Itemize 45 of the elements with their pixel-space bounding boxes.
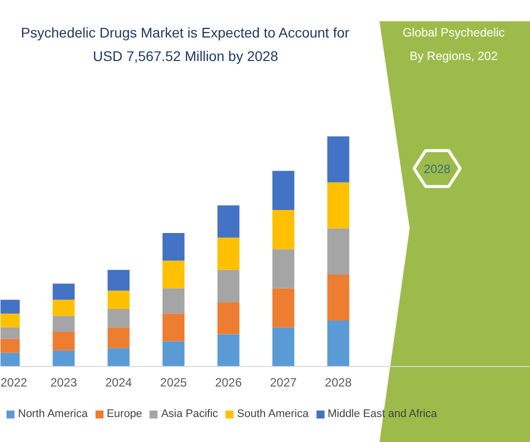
legend-label: Asia Pacific [161,408,218,420]
bar [217,205,240,238]
text: By Regions, 202 [410,48,498,63]
bar [217,270,240,302]
bar [272,249,294,288]
bar [108,270,130,291]
x-tick-label: 2026 [215,376,242,390]
bar [327,274,350,320]
bar [327,320,350,367]
bar [52,316,75,332]
x-tick-label: 2024 [105,376,132,390]
x-tick-label: 2025 [160,376,188,390]
text: 2028 [424,162,451,176]
bar [108,348,130,367]
bar [162,341,184,367]
legend-label: Europe [106,408,142,420]
legend-label: South America [237,408,309,420]
x-tick-label: 2023 [50,376,78,390]
text: Global Psychedelic [402,26,505,40]
bar [108,290,130,309]
bar [162,314,184,342]
bar [162,288,184,314]
bar [217,302,240,334]
bar [52,284,75,300]
bar [272,327,294,367]
legend-label: North America [18,408,88,420]
x-tick-label: 2022 [0,376,28,390]
bar [327,136,350,182]
bar [217,238,240,270]
bar [108,308,130,328]
bar [52,332,75,350]
bar [162,233,184,261]
bar [108,327,130,348]
bar [52,350,75,367]
x-tick-label: 2027 [270,376,298,390]
bar [52,300,75,316]
bar [217,334,240,367]
bar [327,228,350,274]
x-tick-label: 2028 [324,376,352,390]
bar [272,210,294,250]
bar [272,170,294,210]
bar [327,182,350,228]
chart-title: Psychedelic Drugs Market is Expected to Account for USD 7,567.52 Million by 2028 [20,24,350,64]
bar [162,260,184,288]
bar [272,288,294,328]
